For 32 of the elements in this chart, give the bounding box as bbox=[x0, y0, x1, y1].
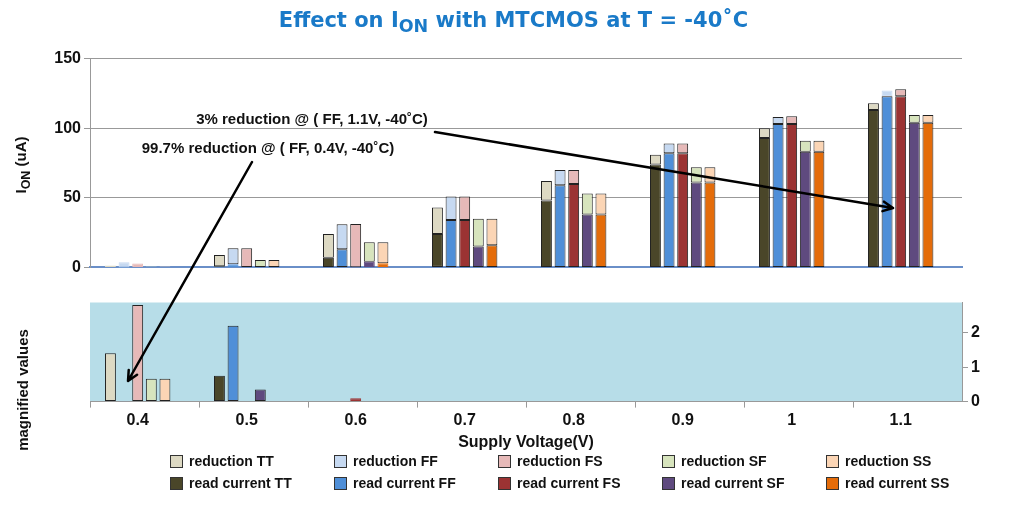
x-tick-label: 0.9 bbox=[671, 410, 694, 428]
legend-label: reduction SS bbox=[845, 453, 932, 469]
y-tick-label: 0 bbox=[971, 392, 980, 410]
x-tick-label: 1.1 bbox=[889, 410, 912, 428]
bar bbox=[363, 261, 375, 267]
legend-label: read current SS bbox=[845, 475, 950, 491]
y-tick-label: 150 bbox=[54, 49, 82, 67]
legend-label: read current FS bbox=[517, 475, 621, 491]
y-tick-label: 50 bbox=[63, 188, 82, 206]
x-tick-label: 0.6 bbox=[344, 410, 367, 428]
x-tick-label: 0.5 bbox=[235, 410, 258, 428]
x-tick-label: 0.7 bbox=[453, 410, 476, 428]
legend-label: reduction FF bbox=[353, 453, 438, 469]
x-tick-label: 0.8 bbox=[562, 410, 585, 428]
x-axis-title: Supply Voltage(V) bbox=[458, 432, 594, 450]
y-tick-label: 2 bbox=[971, 323, 980, 341]
bar bbox=[118, 262, 130, 268]
legend-label: read current TT bbox=[189, 475, 292, 491]
legend-label: read current SF bbox=[681, 475, 785, 491]
chart-title: Effect on I$_{ON}$ with MTCMOS at T = -40˚C bbox=[277, 8, 750, 37]
y-tick-label: 0 bbox=[72, 257, 82, 275]
legend-label: reduction FS bbox=[517, 453, 603, 469]
legend-label: read current FF bbox=[353, 475, 456, 491]
y-tick-label: 1 bbox=[971, 357, 980, 375]
legend-label: reduction TT bbox=[189, 453, 274, 469]
x-tick-label: 1 bbox=[787, 410, 797, 428]
annotation: 99.7% reduction @ ( FF, 0.4V, -40˚C) bbox=[141, 138, 395, 156]
y-axis-title: magnified values bbox=[13, 329, 31, 451]
annotation: 3% reduction @ ( FF, 1.1V, -40˚C) bbox=[196, 109, 428, 127]
x-tick-label: 0.4 bbox=[126, 410, 149, 428]
y-tick-label: 100 bbox=[54, 118, 82, 136]
legend-label: reduction SF bbox=[681, 453, 767, 469]
